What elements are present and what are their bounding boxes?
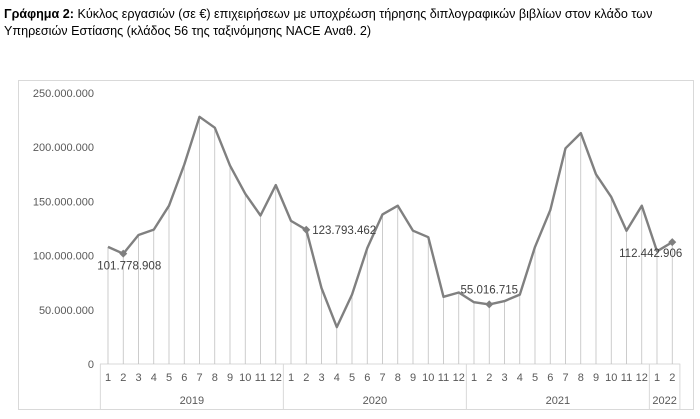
- x-tick-label-month: 10: [422, 372, 434, 384]
- y-tick-label: 0: [88, 359, 94, 371]
- x-tick-label-year: 2019: [180, 395, 204, 407]
- data-label: 112.442.906: [619, 248, 682, 260]
- x-tick-label-month: 12: [453, 372, 465, 384]
- series-line: [107, 115, 673, 329]
- x-tick-label-month: 8: [395, 372, 401, 384]
- x-tick-label-month: 11: [621, 372, 632, 384]
- y-tick-label: 250.000.000: [33, 88, 94, 100]
- x-tick-label-month: 4: [517, 372, 523, 384]
- x-tick-label-month: 4: [334, 372, 340, 384]
- x-tick-label-month: 3: [501, 372, 507, 384]
- x-tick-label-month: 7: [562, 372, 568, 384]
- x-tick-label-month: 1: [288, 372, 294, 384]
- y-tick-label: 200.000.000: [33, 142, 94, 154]
- data-label: 55.016.715: [460, 284, 518, 296]
- x-tick-label-month: 11: [438, 372, 449, 384]
- x-tick-label-month: 10: [239, 372, 251, 384]
- data-point-marker: [302, 225, 311, 234]
- x-tick-label-month: 2: [120, 372, 126, 384]
- x-tick-label-month: 5: [166, 372, 172, 384]
- caption-text: Κύκλος εργασιών (σε €) επιχειρήσεων με υ…: [4, 7, 653, 38]
- x-tick-label-month: 7: [379, 372, 385, 384]
- x-tick-label-month: 2: [303, 372, 309, 384]
- x-tick-label-month: 12: [270, 372, 282, 384]
- x-tick-label-year: 2022: [652, 395, 676, 407]
- x-tick-label-month: 9: [593, 372, 599, 384]
- x-tick-label-month: 5: [349, 372, 355, 384]
- x-tick-label-month: 11: [255, 372, 266, 384]
- data-point-marker: [668, 238, 677, 247]
- x-tick-label-month: 2: [486, 372, 492, 384]
- x-tick-label-month: 4: [151, 372, 157, 384]
- x-tick-label-month: 1: [471, 372, 477, 384]
- x-tick-label-month: 1: [654, 372, 660, 384]
- caption-label: Γράφημα 2:: [4, 7, 74, 21]
- x-tick-label-month: 6: [181, 372, 187, 384]
- figure-caption: Γράφημα 2: Κύκλος εργασιών (σε €) επιχει…: [4, 6, 696, 40]
- data-point-marker: [485, 300, 494, 309]
- y-tick-label: 50.000.000: [39, 305, 94, 317]
- x-tick-label-year: 2021: [546, 395, 570, 407]
- x-tick-label-month: 9: [227, 372, 233, 384]
- x-tick-label-month: 7: [196, 372, 202, 384]
- chart-frame: [18, 80, 694, 410]
- y-tick-label: 100.000.000: [33, 251, 94, 263]
- x-tick-label-month: 5: [532, 372, 538, 384]
- y-tick-label: 150.000.000: [33, 196, 94, 208]
- x-tick-label-month: 10: [605, 372, 617, 384]
- x-tick-label-month: 2: [669, 372, 675, 384]
- x-tick-label-month: 8: [212, 372, 218, 384]
- data-label: 101.778.908: [97, 261, 161, 273]
- x-tick-label-month: 6: [547, 372, 553, 384]
- x-tick-label-month: 1: [105, 372, 111, 384]
- x-tick-label-month: 3: [135, 372, 141, 384]
- x-tick-label-month: 8: [578, 372, 584, 384]
- x-tick-label-month: 3: [318, 372, 324, 384]
- x-tick-label-month: 12: [636, 372, 648, 384]
- x-tick-label-month: 9: [410, 372, 416, 384]
- data-point-marker: [119, 249, 128, 258]
- x-tick-label-month: 6: [364, 372, 370, 384]
- data-label: 123.793.462: [312, 225, 376, 237]
- x-tick-label-year: 2020: [363, 395, 387, 407]
